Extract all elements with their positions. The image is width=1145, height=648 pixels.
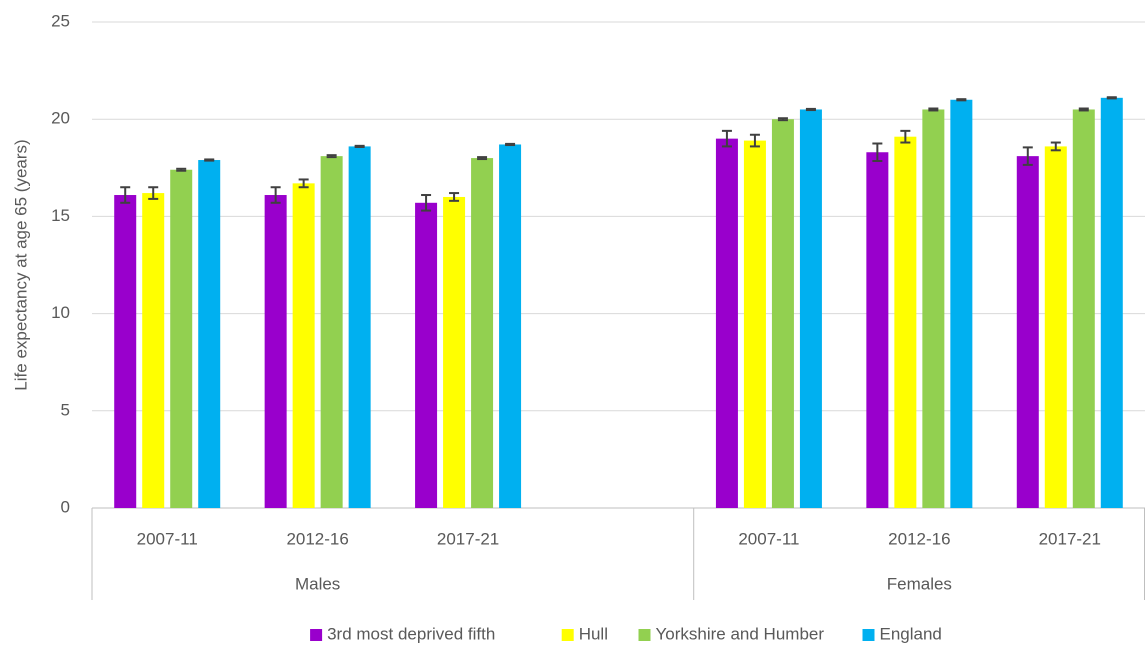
x-tick-label: 2012-16 xyxy=(286,529,348,548)
group-label: Males xyxy=(295,574,340,593)
legend-swatch xyxy=(561,629,574,641)
bar xyxy=(922,109,945,508)
bar xyxy=(142,193,165,508)
y-tick-label: 15 xyxy=(51,206,70,225)
bar xyxy=(320,156,343,509)
x-tick-label: 2007-11 xyxy=(137,529,198,548)
bar xyxy=(1044,146,1067,508)
bar xyxy=(415,202,438,509)
legend-swatch xyxy=(310,629,323,641)
bar xyxy=(348,146,371,508)
bar xyxy=(264,195,287,509)
bar xyxy=(170,169,193,508)
x-tick-label: 2012-16 xyxy=(888,529,950,548)
x-tick-label: 2017-21 xyxy=(1039,529,1101,548)
legend-label: Hull xyxy=(579,624,608,643)
y-tick-label: 5 xyxy=(61,400,70,419)
bar xyxy=(950,99,973,508)
bar xyxy=(799,109,822,508)
bar xyxy=(1100,97,1123,508)
legend-swatch xyxy=(638,629,651,641)
bar xyxy=(198,160,221,509)
legend-label: 3rd most deprived fifth xyxy=(327,624,495,643)
y-tick-label: 25 xyxy=(51,11,70,30)
bar xyxy=(499,144,522,509)
bar xyxy=(1016,156,1039,509)
bar xyxy=(866,152,889,509)
bar xyxy=(894,136,917,509)
bar xyxy=(292,183,315,509)
y-axis-title: Life expectancy at age 65 (years) xyxy=(11,139,30,390)
bar xyxy=(471,158,494,508)
y-tick-label: 0 xyxy=(61,497,70,516)
y-tick-label: 20 xyxy=(51,109,70,128)
bar xyxy=(1072,109,1095,508)
bar xyxy=(771,119,794,508)
x-tick-label: 2007-11 xyxy=(738,529,799,548)
group-label: Females xyxy=(887,574,952,593)
bar xyxy=(443,196,466,508)
y-tick-label: 10 xyxy=(51,303,70,322)
bar xyxy=(114,195,137,509)
legend-label: England xyxy=(880,624,942,643)
bar xyxy=(743,140,766,509)
legend-swatch xyxy=(862,629,875,641)
legend-label: Yorkshire and Humber xyxy=(656,624,825,643)
x-tick-label: 2017-21 xyxy=(437,529,499,548)
bar xyxy=(715,138,738,508)
